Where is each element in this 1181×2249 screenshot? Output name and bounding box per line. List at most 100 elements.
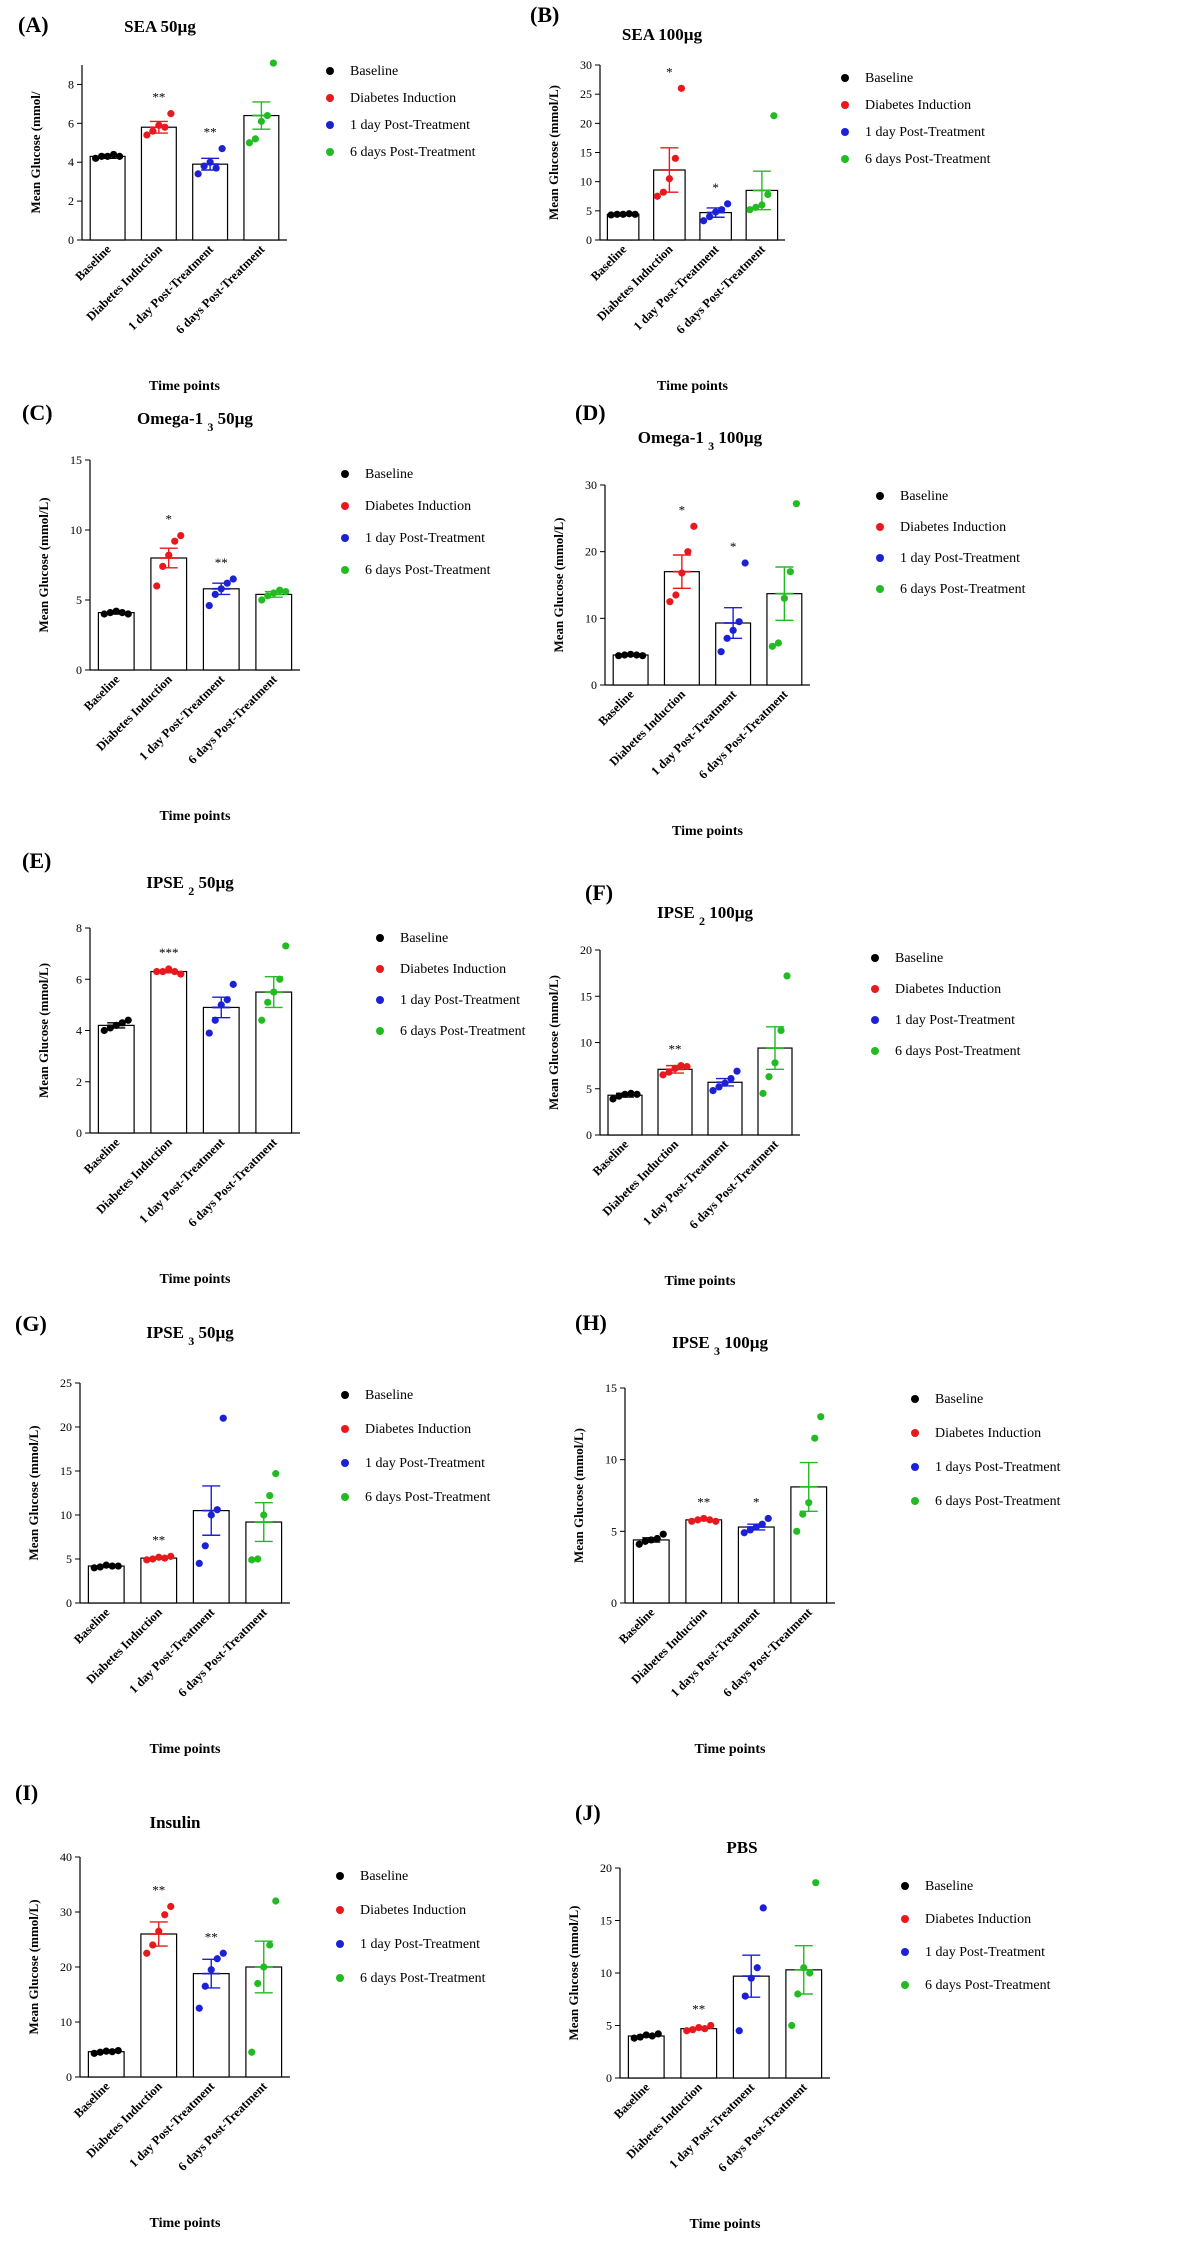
data-point: [100, 1026, 108, 1035]
data-point: [219, 1949, 227, 1957]
legend-label: 6 days Post-Treatment: [865, 152, 991, 167]
data-point: [715, 1083, 723, 1091]
chart-panel: (H) IPSE 3 100µg 0 5 10 15 Mean Glucose (mmol/…: [571, 1310, 1061, 1757]
data-point: [161, 123, 169, 131]
data-point: [677, 1062, 685, 1070]
data-point: [153, 967, 161, 976]
y-axis-label: Mean Glucose (mmol/L): [551, 517, 566, 652]
x-axis-label: Time points: [160, 1272, 231, 1287]
y-tick-label: 10: [585, 611, 597, 625]
x-axis-label: Time points: [690, 2217, 761, 2232]
x-tick-label: Baseline: [71, 2079, 113, 2121]
x-axis-label: Time points: [160, 809, 231, 824]
y-tick-label: 0: [591, 678, 597, 692]
data-point: [207, 1511, 215, 1519]
panel-letter: (D): [575, 400, 606, 425]
y-tick-label: 6: [68, 116, 74, 130]
data-point: [270, 988, 278, 996]
legend-label: 6 days Post-Treatment: [400, 1024, 526, 1039]
x-tick-label: 6 days Post-Treatment: [720, 1605, 815, 1700]
data-point: [753, 1964, 761, 1972]
x-tick-label: Baseline: [616, 1605, 658, 1647]
data-point: [254, 1555, 262, 1563]
legend-label: Diabetes Induction: [865, 98, 971, 113]
data-point: [647, 1536, 655, 1544]
data-point: [752, 203, 760, 211]
data-point: [205, 1029, 213, 1037]
panel-title: IPSE 2 100µg: [657, 903, 754, 928]
legend-marker: [841, 128, 849, 136]
data-point: [90, 1564, 98, 1572]
y-tick-label: 0: [76, 663, 82, 677]
legend-label: 1 day Post-Treatment: [360, 1937, 480, 1952]
data-point: [258, 596, 266, 604]
panel-letter: (J): [575, 1800, 601, 1825]
x-tick-label: 6 days Post-Treatment: [173, 242, 268, 337]
legend-marker: [341, 534, 349, 542]
x-axis-label: Time points: [665, 1274, 736, 1289]
legend-marker: [376, 965, 384, 973]
data-point: [747, 1974, 755, 1982]
data-point: [631, 210, 639, 218]
data-point: [116, 152, 124, 160]
y-tick-label: 20: [60, 1420, 72, 1434]
data-point: [153, 582, 161, 590]
data-point: [155, 1553, 163, 1561]
y-tick-label: 4: [68, 155, 74, 169]
y-tick-label: 5: [76, 593, 82, 607]
data-point: [217, 1001, 225, 1009]
legend-label: Baseline: [925, 1879, 973, 1894]
y-tick-label: 10: [60, 1508, 72, 1522]
data-point: [149, 1941, 157, 1949]
data-point: [167, 110, 175, 118]
data-point: [264, 998, 272, 1006]
chart-panel: (A) SEA 50µg 0 2 4 6 8 Mean Glucose (mmol/Basel…: [18, 12, 476, 394]
x-axis-label: Time points: [149, 379, 220, 394]
data-point: [282, 942, 290, 950]
data-point: [633, 1090, 641, 1098]
y-tick-label: 5: [586, 1082, 592, 1096]
data-point: [167, 1552, 175, 1560]
data-point: [100, 610, 108, 618]
data-point: [615, 1092, 623, 1100]
data-point: [96, 1563, 104, 1571]
data-point: [700, 217, 708, 225]
y-tick-label: 0: [68, 233, 74, 247]
y-tick-label: 0: [76, 1126, 82, 1140]
y-tick-label: 15: [70, 453, 82, 467]
significance-marker: **: [204, 125, 217, 140]
x-tick-label: 6 days Post-Treatment: [175, 2079, 270, 2174]
y-tick-label: 40: [60, 1850, 72, 1864]
y-tick-label: 30: [580, 58, 592, 72]
data-point: [733, 1067, 741, 1075]
legend-label: Diabetes Induction: [895, 982, 1001, 997]
legend-label: Diabetes Induction: [900, 520, 1006, 535]
data-point: [765, 1073, 773, 1081]
x-tick-label: 1 day Post-Treatment: [666, 2080, 758, 2172]
data-point: [260, 1511, 268, 1519]
x-tick-label: Baseline: [72, 242, 114, 284]
panel-letter: (G): [15, 1311, 47, 1336]
legend-marker: [326, 148, 334, 156]
legend-label: 1 day Post-Treatment: [400, 993, 520, 1008]
data-point: [666, 598, 674, 606]
data-point: [124, 610, 132, 618]
bar: [140, 126, 177, 241]
data-point: [212, 164, 220, 172]
legend-marker: [336, 1974, 344, 1982]
data-point: [690, 522, 698, 530]
legend-label: Diabetes Induction: [350, 91, 456, 106]
y-tick-label: 20: [600, 1861, 612, 1875]
data-point: [758, 201, 766, 209]
data-point: [799, 1510, 807, 1518]
y-tick-label: 15: [605, 1381, 617, 1395]
data-point: [114, 1562, 122, 1570]
data-point: [724, 200, 732, 208]
data-point: [143, 1556, 151, 1564]
x-tick-label: Baseline: [590, 1137, 632, 1179]
legend-marker: [871, 954, 879, 962]
legend-label: Baseline: [865, 71, 913, 86]
y-tick-label: 5: [66, 1552, 72, 1566]
y-axis-label: Mean Glucose (mmol/L): [36, 497, 51, 632]
legend-label: Baseline: [895, 951, 943, 966]
